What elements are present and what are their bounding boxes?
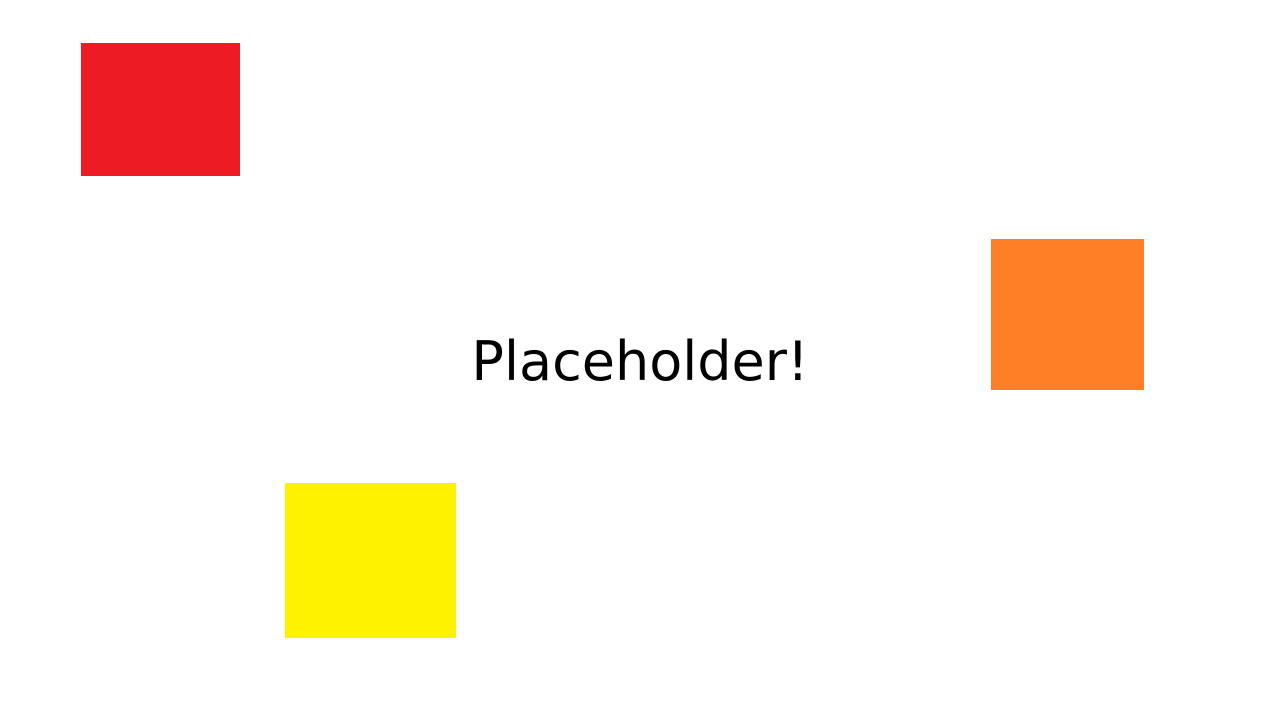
placeholder-text: Placeholder!	[471, 330, 809, 393]
orange-square	[991, 239, 1144, 390]
yellow-square	[285, 483, 456, 638]
red-square	[81, 43, 240, 176]
